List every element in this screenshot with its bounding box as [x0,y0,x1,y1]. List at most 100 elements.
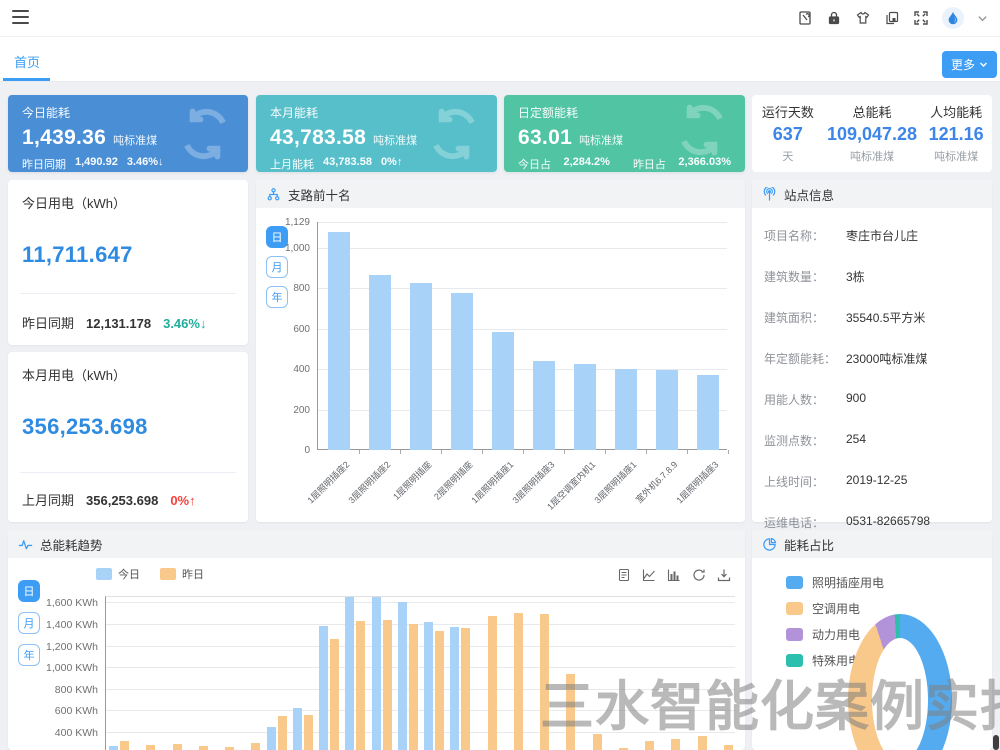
branch-bar[interactable] [450,293,473,450]
menu-toggle-icon[interactable] [12,10,29,25]
trend-bar-昨日[interactable] [540,614,550,750]
legend-swatch [96,568,112,580]
trend-bar-昨日[interactable] [435,631,445,750]
trend-bar-昨日[interactable] [225,746,235,750]
branch-bar[interactable] [409,283,432,450]
trend-period-year[interactable]: 年 [18,644,40,666]
topbar-actions [797,0,988,36]
branch-top10-chart: 0 200 400 600 800 1,000 1,129 1层照明插座2 3层照明插座2 1层照… [285,217,729,512]
maintenance-icon[interactable] [797,10,813,26]
tab-active-indicator [3,78,50,81]
branch-bar[interactable] [532,361,555,450]
gridline [318,369,727,371]
site-info-row: 建筑数量： 3栋 [764,270,865,284]
avatar[interactable] [942,7,964,29]
site-info-row: 用能人数： 900 [764,391,867,407]
branch-bar[interactable] [573,364,596,450]
trend-bar-今日[interactable] [397,602,407,750]
scrollbar-thumb[interactable] [993,735,999,750]
trend-bar-昨日[interactable] [723,744,733,750]
trend-bar-昨日[interactable] [645,741,655,750]
branch-bar[interactable] [614,369,637,450]
trend-bar-昨日[interactable] [198,745,208,750]
pulse-icon [18,539,33,549]
trend-bar-今日[interactable] [292,708,302,750]
trend-bar-昨日[interactable] [146,744,156,750]
pie-chart-icon [763,537,777,551]
y-axis-tick: 1,129 [284,217,310,228]
y-axis-tick: 1,200 KWh [46,640,98,653]
trend-bar-昨日[interactable] [408,623,418,750]
legend-item[interactable]: 照明插座用电 [786,574,884,591]
trend-bar-昨日[interactable] [618,747,628,750]
energy-share-panel: 能耗占比 照明插座用电 空调用电 动力用电 特殊用电 [752,530,992,750]
legend-swatch [160,568,176,580]
trend-bar-昨日[interactable] [330,639,340,750]
theme-skin-icon[interactable] [855,10,871,26]
trend-bar-昨日[interactable] [172,743,182,750]
legend-swatch [786,576,803,589]
trend-bar-今日[interactable] [424,621,434,750]
gridline [106,623,735,625]
trend-bar-今日[interactable] [450,627,460,750]
trend-period-month[interactable]: 月 [18,612,40,634]
legend-label: 特殊用电 [812,654,861,668]
trend-bar-昨日[interactable] [277,716,287,750]
refresh-decoration-icon [184,108,226,160]
trend-period-day[interactable]: 日 [18,580,40,602]
trend-bar-昨日[interactable] [303,714,313,750]
restore-icon[interactable] [692,568,706,582]
card-month-electricity: 本月用电（kWh） 356,253.698 上月同期 356,253.698 0%↑ [8,352,248,522]
kpi-unit: 吨标准煤 [113,135,158,147]
trend-bar-昨日[interactable] [513,613,523,750]
tab-home[interactable]: 首页 [14,55,41,70]
y-axis-tick: 400 KWh [54,726,98,739]
kpi-sub-label: 上月能耗 [270,159,314,171]
legend-swatch [786,654,803,667]
energy-trend-panel: 总能耗趋势 今日 昨日 日 月 年 400 KWh 600 KWh 800 KWh 1… [8,530,745,750]
trend-bar-昨日[interactable] [566,673,576,750]
trend-bar-昨日[interactable] [120,741,130,750]
legend-item-yesterday[interactable]: 昨日 [160,566,204,582]
trend-bar-昨日[interactable] [382,619,392,750]
branch-period-day[interactable]: 日 [266,226,288,248]
trend-bar-今日[interactable] [109,745,119,750]
legend-item-today[interactable]: 今日 [96,566,140,582]
trend-bar-昨日[interactable] [251,742,261,750]
bar-chart-toggle-icon[interactable] [667,568,681,582]
trend-bar-昨日[interactable] [461,628,471,750]
line-chart-toggle-icon[interactable] [642,568,656,582]
trend-bar-昨日[interactable] [592,733,602,750]
copy-icon[interactable] [884,10,900,26]
legend-item[interactable]: 动力用电 [786,626,884,643]
trend-bar-昨日[interactable] [697,736,707,750]
fullscreen-icon[interactable] [913,10,929,26]
trend-bar-昨日[interactable] [356,620,366,750]
site-info-row: 上线时间： 2019-12-25 [764,473,908,489]
x-axis-tick [728,450,729,454]
panel-header: 支路前十名 [256,180,745,208]
data-view-icon[interactable] [617,568,631,582]
branch-bar[interactable] [368,275,391,450]
legend-item[interactable]: 特殊用电 [786,652,884,669]
download-image-icon[interactable] [717,568,731,582]
more-button[interactable]: 更多 [941,51,997,78]
lock-icon[interactable] [826,10,842,26]
chevron-down-icon[interactable] [977,13,988,24]
legend-item[interactable]: 空调用电 [786,600,884,617]
branch-period-year[interactable]: 年 [266,286,288,308]
y-axis-tick: 600 KWh [54,705,98,718]
trend-bar-昨日[interactable] [671,739,681,750]
branch-period-month[interactable]: 月 [266,256,288,278]
trend-bar-今日[interactable] [319,626,329,750]
trend-bar-昨日[interactable] [487,616,497,750]
branch-bar[interactable] [327,231,350,450]
trend-bar-今日[interactable] [371,597,381,750]
kpi-sub-label2: 昨日占比: [632,159,666,171]
kpi-sub-percent: 0%↑ [380,156,403,168]
branch-bar[interactable] [696,375,719,450]
trend-bar-今日[interactable] [266,727,276,750]
branch-bar[interactable] [655,370,678,450]
trend-bar-今日[interactable] [345,597,355,750]
branch-bar[interactable] [491,331,514,450]
